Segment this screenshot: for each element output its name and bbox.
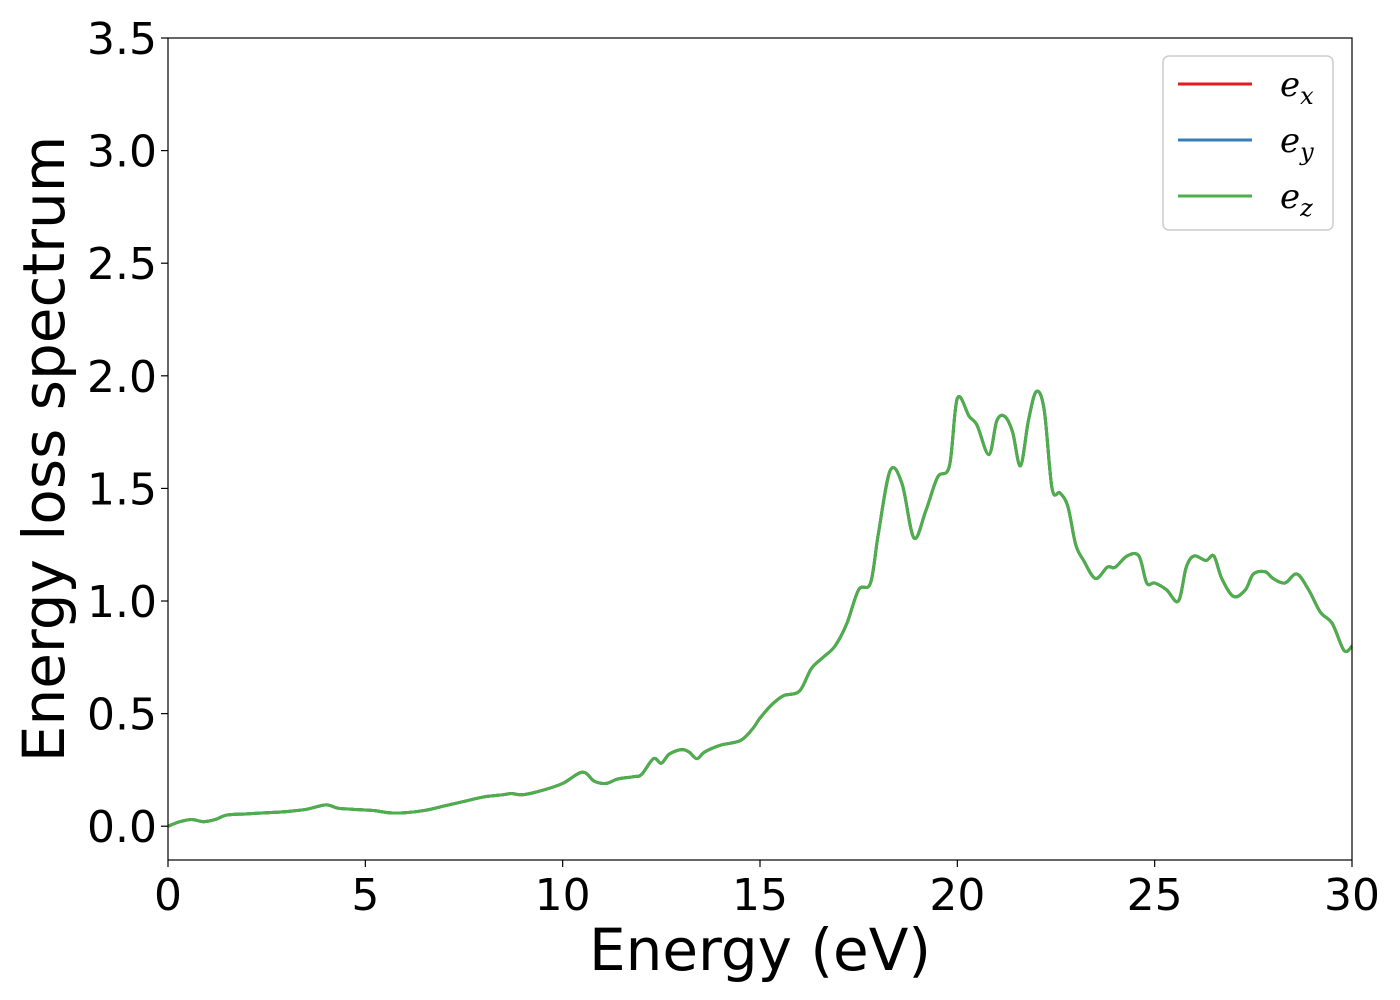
y-tick-label: 2.0	[87, 352, 157, 403]
y-tick-label: 0.0	[87, 802, 157, 853]
x-axis-label: Energy (eV)	[589, 916, 931, 984]
y-axis-label: Energy loss spectrum	[10, 136, 78, 762]
series-layer	[167, 389, 1354, 828]
legend-label-z: ez	[1280, 177, 1313, 222]
y-tick-label: 1.0	[87, 577, 157, 628]
y-tick-label: 0.5	[87, 690, 157, 741]
x-tick-label: 15	[732, 870, 788, 921]
y-tick-label: 3.5	[87, 14, 157, 65]
legend-label-y: ey	[1280, 121, 1314, 166]
y-axis: 0.0 0.5 1.0 1.5 2.0 2.5 3.0 3.5	[87, 14, 168, 853]
series-line-z	[167, 389, 1354, 828]
legend-label-x: ex	[1280, 65, 1314, 110]
y-tick-label: 1.5	[87, 464, 157, 515]
legend-box	[1162, 55, 1334, 231]
legend: ex ey ez	[1162, 55, 1334, 231]
x-axis: 0 5 10 15 20 25 30	[154, 860, 1380, 921]
x-tick-label: 20	[929, 870, 985, 921]
x-tick-label: 0	[154, 870, 182, 921]
x-tick-label: 10	[535, 870, 591, 921]
x-tick-label: 25	[1127, 870, 1183, 921]
y-tick-label: 3.0	[87, 127, 157, 178]
x-tick-label: 30	[1324, 870, 1380, 921]
y-tick-label: 2.5	[87, 239, 157, 290]
x-tick-label: 5	[351, 870, 379, 921]
